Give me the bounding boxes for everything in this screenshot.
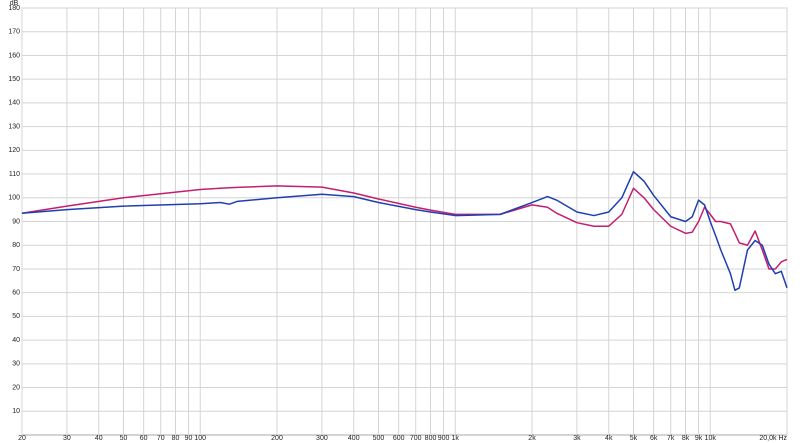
y-tick-label: 40	[12, 337, 20, 344]
x-tick-label: 200	[271, 435, 283, 442]
x-tick-label: 3k	[573, 435, 581, 442]
x-tick-label: 5k	[630, 435, 638, 442]
y-tick-label: 110	[9, 171, 20, 178]
x-tick-label: 500	[373, 435, 385, 442]
x-tick-label: 900	[438, 435, 450, 442]
x-tick-label: 40	[95, 435, 103, 442]
x-tick-label: 600	[393, 435, 405, 442]
x-tick-label: 70	[157, 435, 165, 442]
x-tick-label: 6k	[650, 435, 658, 442]
y-tick-label: 120	[8, 147, 20, 154]
x-tick-label: 4k	[605, 435, 613, 442]
y-tick-label: 170	[8, 29, 20, 36]
x-tick-label: 400	[348, 435, 360, 442]
y-tick-label: 130	[8, 123, 20, 130]
x-tick-label: 300	[316, 435, 328, 442]
x-tick-label: 90	[185, 435, 193, 442]
y-tick-label: 60	[12, 290, 20, 297]
y-tick-label: 30	[12, 361, 20, 368]
y-tick-label: 160	[8, 52, 20, 59]
x-tick-label: 80	[172, 435, 180, 442]
x-tick-label: 2k	[528, 435, 536, 442]
y-tick-label: 90	[12, 218, 20, 225]
x-tick-label: 20	[18, 435, 26, 442]
response-curve	[21, 185, 788, 270]
x-tick-label: 8k	[682, 435, 690, 442]
y-tick-label: 20	[12, 384, 20, 391]
y-tick-label: 10	[12, 408, 20, 415]
y-tick-label: 70	[12, 266, 20, 273]
x-tick-label: 1k	[452, 435, 460, 442]
response-curve	[21, 170, 788, 292]
y-tick-label: 140	[8, 100, 20, 107]
x-tick-label: 10k	[705, 435, 717, 442]
x-tick-label: 60	[140, 435, 148, 442]
x-tick-label: 20,0k Hz	[759, 435, 787, 442]
y-tick-label: 180	[8, 5, 20, 12]
x-tick-label: 7k	[667, 435, 675, 442]
x-tick-label: 50	[120, 435, 128, 442]
x-tick-label: 9k	[695, 435, 703, 442]
y-axis-label: dB	[10, 0, 19, 7]
x-tick-label: 700	[410, 435, 422, 442]
y-tick-label: 50	[12, 313, 20, 320]
y-tick-label: 150	[8, 76, 20, 83]
y-tick-label: 100	[8, 195, 20, 202]
x-tick-label: 30	[63, 435, 71, 442]
x-tick-label: 100	[194, 435, 206, 442]
x-tick-label: 800	[425, 435, 437, 442]
y-tick-label: 80	[12, 242, 20, 249]
